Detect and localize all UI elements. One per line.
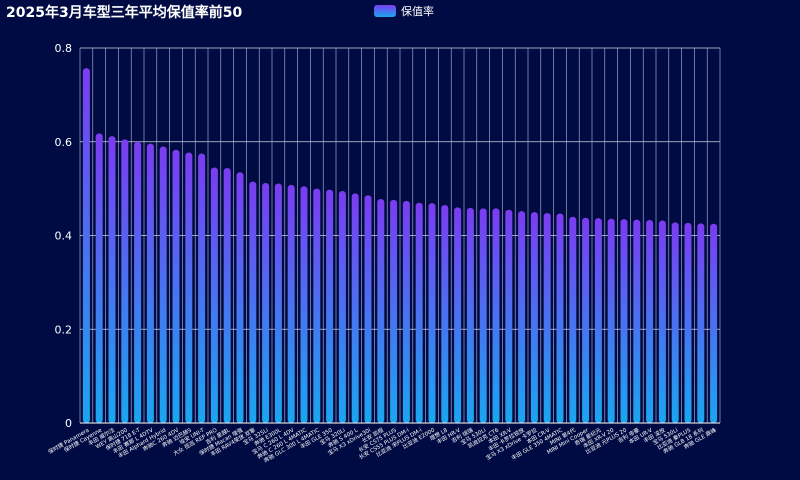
bar[interactable] bbox=[82, 68, 90, 423]
bar[interactable] bbox=[223, 168, 231, 423]
bar[interactable] bbox=[198, 153, 206, 423]
bar[interactable] bbox=[518, 211, 526, 423]
bar[interactable] bbox=[146, 143, 154, 423]
bar[interactable] bbox=[377, 198, 385, 423]
bar[interactable] bbox=[351, 193, 359, 423]
bar[interactable] bbox=[134, 141, 142, 423]
bar[interactable] bbox=[338, 190, 346, 423]
bar[interactable] bbox=[697, 223, 705, 423]
bar[interactable] bbox=[300, 186, 308, 423]
bar[interactable] bbox=[313, 188, 321, 423]
bar[interactable] bbox=[159, 146, 167, 423]
bar[interactable] bbox=[684, 222, 692, 423]
bar[interactable] bbox=[326, 189, 334, 423]
bar[interactable] bbox=[556, 213, 564, 423]
bar[interactable] bbox=[95, 133, 103, 423]
bar[interactable] bbox=[594, 218, 602, 423]
bar[interactable] bbox=[543, 213, 551, 423]
bar[interactable] bbox=[249, 181, 257, 423]
bar[interactable] bbox=[262, 183, 270, 423]
bar[interactable] bbox=[121, 139, 129, 423]
bar[interactable] bbox=[415, 202, 423, 423]
bar[interactable] bbox=[236, 172, 244, 423]
bar[interactable] bbox=[364, 195, 372, 423]
bar[interactable] bbox=[172, 149, 180, 423]
bar[interactable] bbox=[710, 223, 718, 423]
bar[interactable] bbox=[274, 183, 282, 423]
bar[interactable] bbox=[390, 199, 398, 423]
y-tick-label: 0.6 bbox=[55, 136, 73, 149]
y-tick-label: 0.8 bbox=[55, 42, 73, 55]
legend-label: 保值率 bbox=[401, 5, 434, 18]
bar[interactable] bbox=[658, 220, 666, 424]
y-tick-label: 0 bbox=[65, 417, 72, 430]
chart-title: 2025年3月车型三年平均保值率前50 bbox=[6, 5, 243, 21]
bar[interactable] bbox=[185, 152, 193, 423]
bar[interactable] bbox=[582, 217, 590, 423]
bar[interactable] bbox=[620, 219, 628, 423]
legend[interactable]: 保值率 bbox=[374, 3, 434, 19]
legend-swatch bbox=[374, 5, 396, 17]
bar[interactable] bbox=[466, 207, 474, 423]
bar[interactable] bbox=[671, 222, 679, 423]
bar[interactable] bbox=[479, 208, 487, 423]
y-tick-label: 0.4 bbox=[55, 230, 73, 243]
y-tick-label: 0.2 bbox=[55, 323, 73, 336]
bar[interactable] bbox=[428, 203, 436, 423]
bar[interactable] bbox=[402, 200, 410, 423]
bar[interactable] bbox=[530, 212, 538, 423]
bar[interactable] bbox=[441, 205, 449, 423]
bar[interactable] bbox=[108, 136, 116, 423]
bar[interactable] bbox=[505, 209, 513, 423]
bar[interactable] bbox=[454, 207, 462, 423]
bar[interactable] bbox=[607, 218, 615, 423]
bar[interactable] bbox=[492, 208, 500, 423]
bar[interactable] bbox=[210, 167, 218, 423]
bar[interactable] bbox=[646, 220, 654, 423]
bar[interactable] bbox=[287, 184, 295, 423]
bar[interactable] bbox=[569, 216, 577, 423]
bar[interactable] bbox=[633, 219, 641, 423]
